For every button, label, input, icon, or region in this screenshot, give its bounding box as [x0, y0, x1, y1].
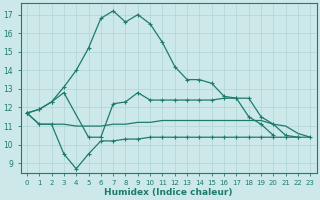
X-axis label: Humidex (Indice chaleur): Humidex (Indice chaleur): [104, 188, 233, 197]
